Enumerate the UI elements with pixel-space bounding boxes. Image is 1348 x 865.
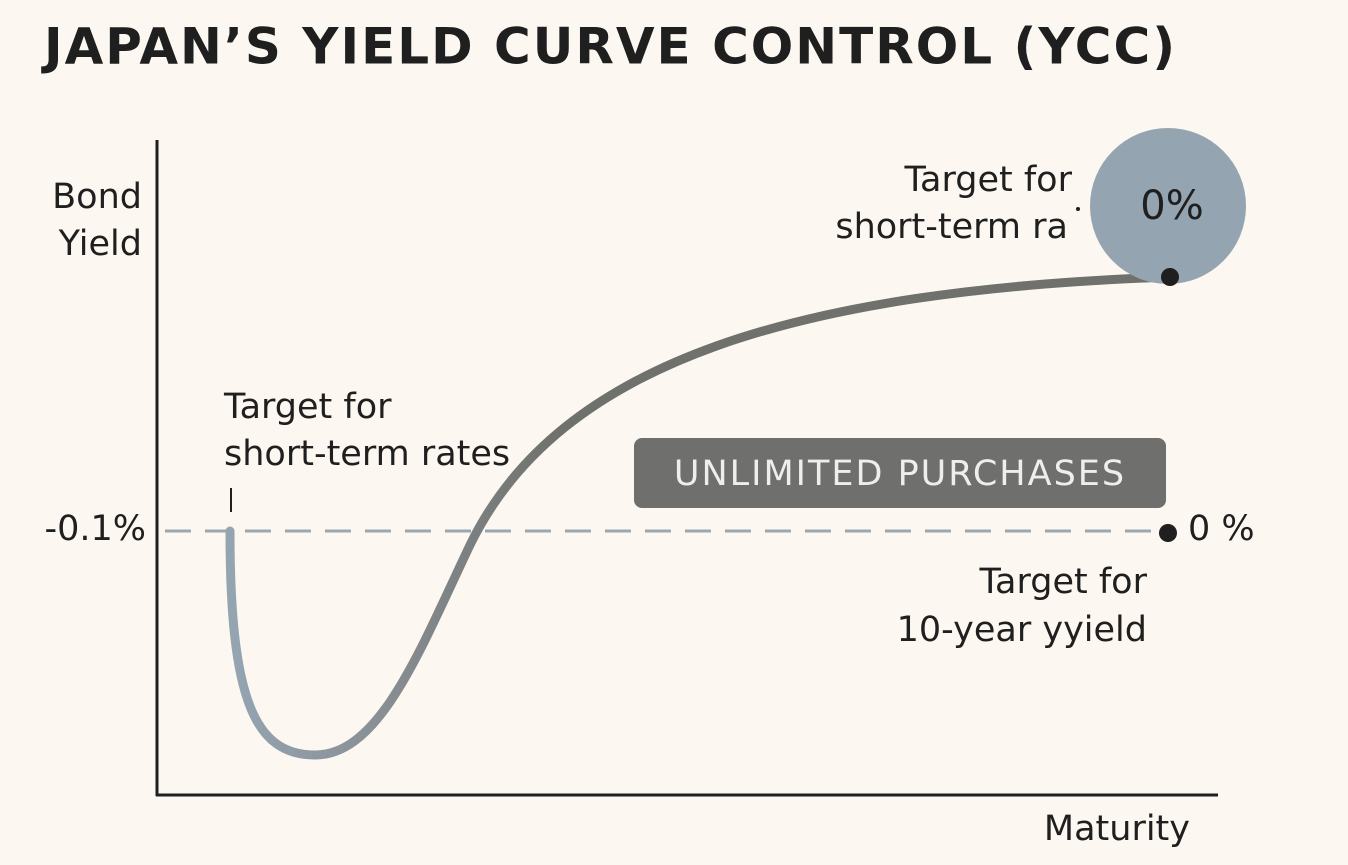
y-label: Bond	[52, 177, 142, 217]
purchases-box	[634, 438, 1166, 508]
annotation: short-term rates	[224, 434, 510, 474]
annotation: Target for	[903, 160, 1072, 200]
y-label: Yield	[58, 224, 142, 264]
badge-label: 0%	[1140, 183, 1203, 229]
purchases-label: UNLIMITED PURCHASES	[674, 454, 1126, 494]
annotation: Target for	[223, 387, 392, 427]
annotation: Target for	[978, 562, 1147, 602]
badge	[1090, 128, 1246, 284]
x-label: Maturity	[1044, 809, 1190, 849]
level-label: -0.1%	[44, 509, 146, 549]
dot	[1076, 207, 1080, 211]
yield-curve	[225, 272, 1175, 760]
annotation: short-term ra	[835, 207, 1068, 247]
annotation: 10-year yyield	[897, 610, 1147, 650]
end-label: 0 %	[1188, 509, 1255, 549]
end-point	[1161, 268, 1179, 286]
title: JAPAN’S YIELD CURVE CONTROL (YCC)	[41, 18, 1177, 76]
level-point	[1159, 524, 1177, 542]
